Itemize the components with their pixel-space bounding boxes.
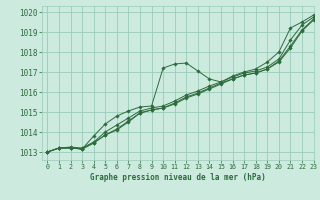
X-axis label: Graphe pression niveau de la mer (hPa): Graphe pression niveau de la mer (hPa): [90, 173, 266, 182]
